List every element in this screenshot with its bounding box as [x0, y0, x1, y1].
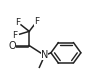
- Text: F: F: [15, 18, 20, 27]
- Text: F: F: [34, 17, 39, 26]
- Text: O: O: [8, 40, 16, 51]
- Text: N: N: [41, 50, 48, 60]
- Text: F: F: [13, 31, 18, 40]
